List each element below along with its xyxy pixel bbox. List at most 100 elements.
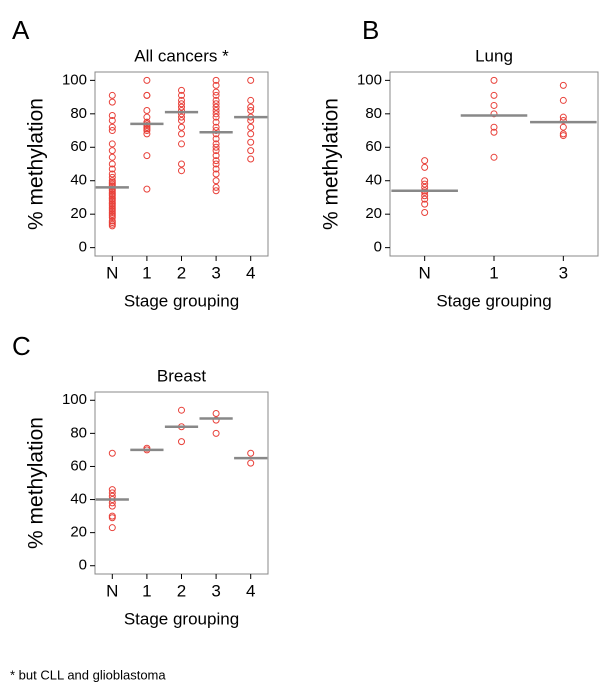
y-tick-label: 20 [70,205,87,222]
data-point [421,188,429,196]
data-point [143,113,151,121]
data-point [212,123,220,131]
data-point [212,130,220,138]
data-point [212,103,220,111]
data-point [212,147,220,155]
data-point [247,96,255,104]
data-point [212,113,220,121]
data-point [212,183,220,191]
x-tick-label: 3 [211,581,220,600]
data-point [108,489,116,497]
x-tick-label: 2 [177,581,186,600]
data-point [108,486,116,494]
data-point [178,130,185,138]
x-tick-label: 1 [489,263,498,282]
data-point [108,449,116,457]
plot-frame [94,71,269,257]
y-tick-label: 60 [70,457,87,474]
data-point [108,123,116,131]
y-axis-label: % methylation [25,417,48,549]
data-point [247,449,255,457]
data-point [421,195,429,203]
data-point [178,123,185,131]
x-tick-label: 1 [142,581,151,600]
data-point [108,173,116,181]
data-point [212,140,220,148]
data-point [247,123,255,131]
data-point [108,117,116,125]
y-axis-label: % methylation [320,98,343,230]
data-point [421,163,429,171]
data-point [178,438,185,446]
data-point [108,111,116,119]
data-point [178,91,185,99]
chart-title: Lung [475,46,513,65]
data-point [108,98,116,106]
y-tick-label: 40 [365,172,382,189]
data-point [212,160,220,168]
data-point [247,459,255,467]
data-point [212,152,220,160]
data-point [143,127,151,135]
data-point [212,118,220,126]
data-point [108,214,116,222]
data-point [108,91,116,99]
data-point [178,86,185,94]
data-point [212,187,220,195]
y-axis-label: % methylation [25,98,48,230]
data-point [421,157,429,165]
data-point [247,103,255,111]
data-point [212,81,220,89]
data-point [212,416,220,424]
y-tick-label: 40 [70,491,87,508]
y-tick-label: 80 [70,105,87,122]
y-tick-label: 0 [79,239,87,256]
data-point [247,138,255,146]
data-point [108,160,116,168]
data-point [212,96,220,104]
data-point [212,106,220,114]
chart-title: Breast [157,366,206,385]
data-point [421,177,429,185]
y-tick-label: 60 [70,138,87,155]
data-point [108,165,116,173]
x-tick-label: N [419,263,431,282]
data-point [108,127,116,135]
x-tick-label: 3 [559,263,568,282]
data-point [178,103,185,111]
panel-label: B [362,15,379,45]
plot-frame [94,391,269,575]
data-point [490,91,498,99]
data-point [490,123,498,131]
data-point [178,110,185,118]
data-point [559,117,567,125]
data-point [212,143,220,151]
data-point [247,147,255,155]
data-point [212,429,220,437]
data-point [108,524,116,532]
y-tick-label: 40 [70,172,87,189]
y-tick-label: 20 [70,524,87,541]
data-point [178,117,185,125]
x-tick-label: 4 [246,581,255,600]
data-point [490,110,498,118]
y-tick-label: 0 [374,239,382,256]
data-point [212,177,220,185]
data-point [143,91,151,99]
plot-frame [389,71,599,257]
x-tick-label: 2 [177,263,186,282]
data-point [178,96,185,104]
data-point [143,106,151,114]
data-point [178,160,185,168]
data-point [143,185,151,193]
data-point [178,100,185,108]
data-point [559,96,567,104]
data-point [421,209,429,217]
x-axis-label: Stage grouping [124,291,239,310]
panel-label: C [12,331,31,361]
data-point [108,514,116,522]
data-point [143,76,151,84]
data-point [559,113,567,121]
data-point [559,81,567,89]
